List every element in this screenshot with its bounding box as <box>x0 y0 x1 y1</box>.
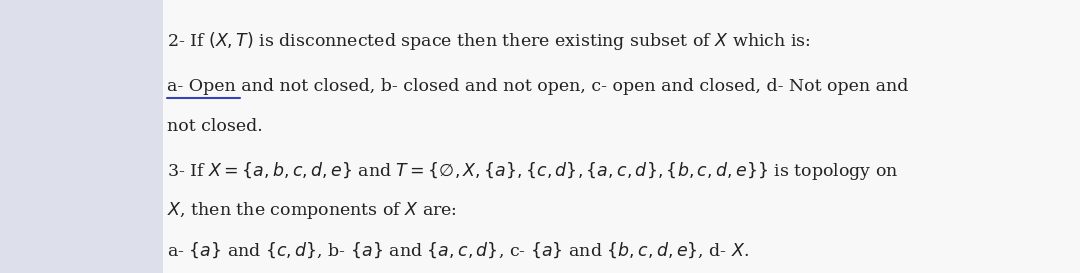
Text: a- Open and not closed, b- closed and not open, c- open and closed, d- Not open : a- Open and not closed, b- closed and no… <box>167 78 908 95</box>
Bar <box>163 0 1080 273</box>
Text: not closed.: not closed. <box>167 118 264 135</box>
Text: 3- If $X = \{a, b, c, d, e\}$ and $T = \{\varnothing, X, \{a\}, \{c, d\}, \{a, c: 3- If $X = \{a, b, c, d, e\}$ and $T = \… <box>167 160 899 182</box>
Text: $X$, then the components of $X$ are:: $X$, then the components of $X$ are: <box>167 200 457 221</box>
Bar <box>0 0 163 273</box>
Text: a- $\{a\}$ and $\{c, d\}$, b- $\{a\}$ and $\{a, c, d\}$, c- $\{a\}$ and $\{b, c,: a- $\{a\}$ and $\{c, d\}$, b- $\{a\}$ an… <box>167 240 750 260</box>
Text: 2- If $(X,T)$ is disconnected space then there existing subset of $X$ which is:: 2- If $(X,T)$ is disconnected space then… <box>167 30 811 52</box>
